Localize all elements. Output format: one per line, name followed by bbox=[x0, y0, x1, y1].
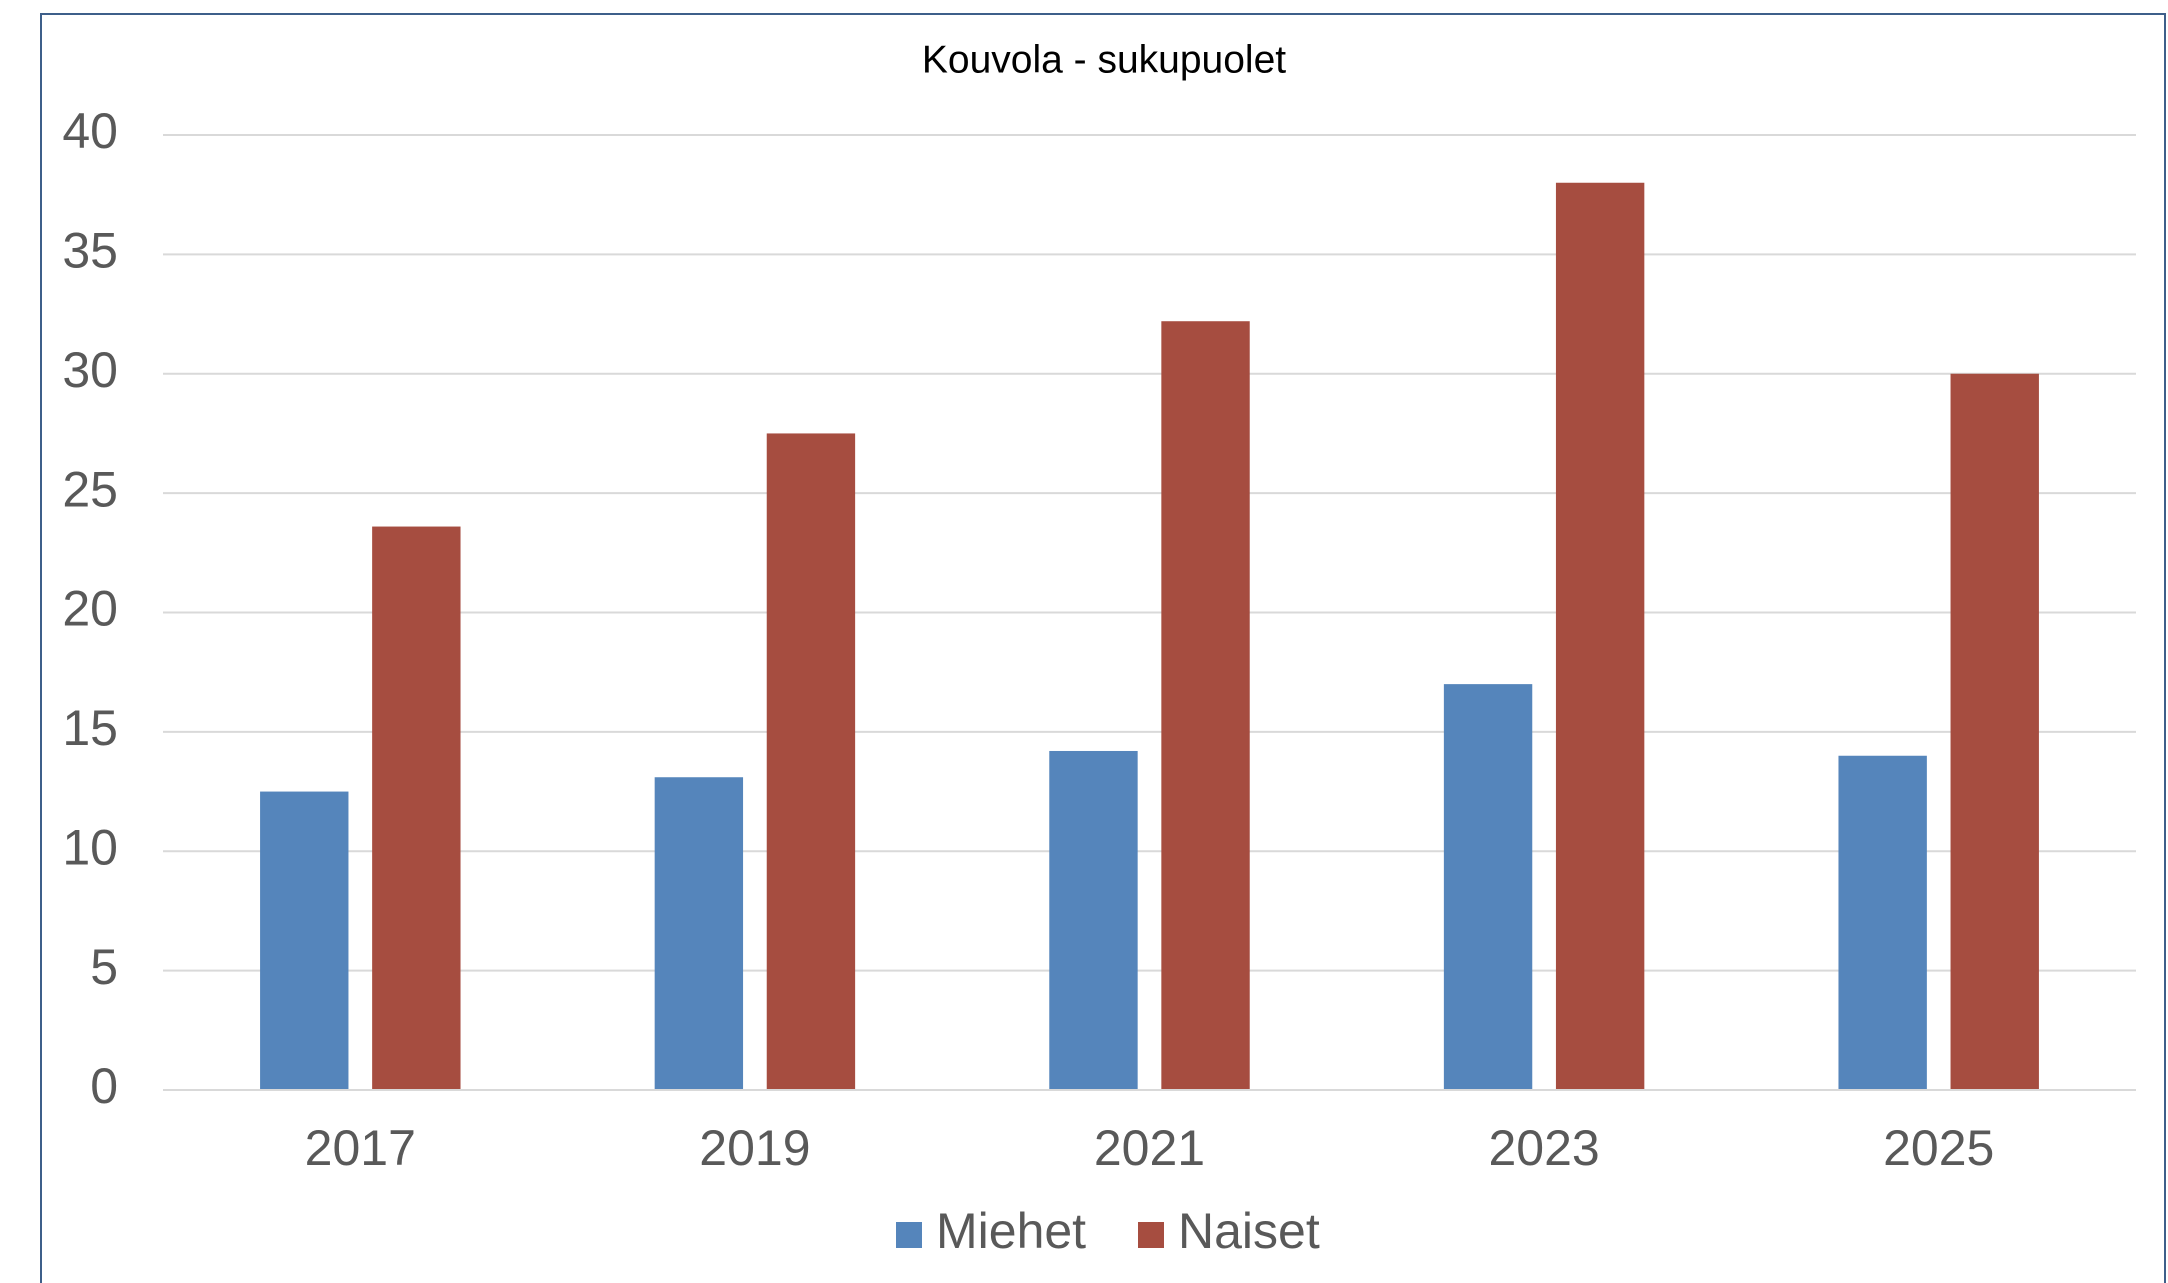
x-tick-label: 2025 bbox=[1883, 1120, 1994, 1176]
bar bbox=[1838, 755, 1927, 1090]
y-tick-label: 35 bbox=[62, 223, 118, 279]
bar bbox=[260, 791, 349, 1090]
x-tick-label: 2019 bbox=[699, 1120, 810, 1176]
y-tick-label: 40 bbox=[62, 103, 118, 159]
bar bbox=[1049, 750, 1138, 1090]
y-tick-label: 20 bbox=[62, 581, 118, 637]
y-tick-label: 15 bbox=[62, 700, 118, 756]
bar bbox=[1950, 373, 2039, 1090]
bar bbox=[1443, 684, 1533, 1090]
bar bbox=[1555, 182, 1645, 1090]
y-tick-label: 25 bbox=[62, 461, 118, 517]
legend-label: Miehet bbox=[936, 1203, 1086, 1259]
bar bbox=[766, 433, 856, 1090]
x-tick-label: 2021 bbox=[1094, 1120, 1205, 1176]
bar bbox=[1161, 321, 1250, 1091]
legend-label: Naiset bbox=[1178, 1203, 1320, 1259]
y-tick-label: 0 bbox=[90, 1058, 118, 1114]
legend-swatch bbox=[896, 1222, 922, 1248]
chart-border bbox=[40, 13, 2166, 1283]
y-tick-label: 10 bbox=[62, 819, 118, 875]
bar bbox=[372, 526, 461, 1090]
x-tick-label: 2023 bbox=[1488, 1120, 1599, 1176]
legend-swatch bbox=[1138, 1222, 1164, 1248]
x-tick-label: 2017 bbox=[305, 1120, 416, 1176]
y-tick-label: 30 bbox=[62, 342, 118, 398]
bar bbox=[654, 777, 744, 1090]
y-tick-label: 5 bbox=[90, 939, 118, 995]
chart-title: Kouvola - sukupuolet bbox=[922, 38, 1286, 81]
